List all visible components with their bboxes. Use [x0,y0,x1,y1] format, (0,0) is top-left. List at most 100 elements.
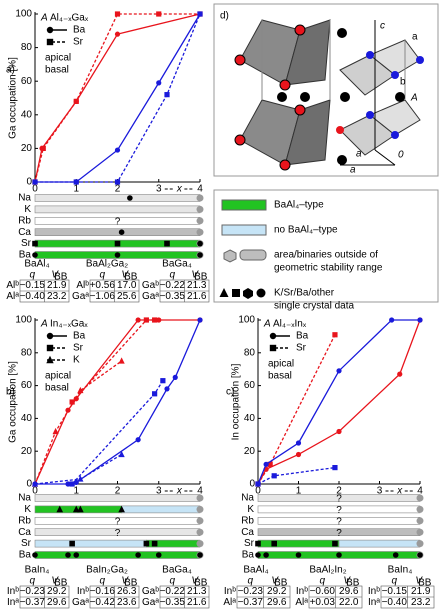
legend-swatch [222,200,266,210]
row-label: Sr [21,238,32,249]
y-tick-label: 80 [21,347,33,358]
y-tick-label: 100 [15,9,32,20]
legend-label: Sr [296,343,307,354]
legend-label: apical [268,359,294,370]
table-row-label: Inᵃ [368,597,380,608]
title-prefix: A [40,13,48,24]
y-tick-label: 60 [244,380,256,391]
legend-label: basal [45,65,69,76]
axis-label: a [412,32,418,43]
legend-label: Ba [73,331,86,342]
row-cap [197,495,204,502]
row-note: ? [115,516,121,527]
table-cell: 21.6 [187,291,207,302]
series-line [258,320,420,484]
table-header: q [247,576,253,587]
table-row-label: Gaᵃ [142,291,159,302]
composition-segment [35,195,200,202]
marker [173,375,178,380]
marker [47,345,53,351]
table-cell: 26.3 [117,586,137,597]
marker [417,317,422,322]
row-cap [197,506,204,513]
legend-text: K/Sr/Ba/other [274,288,335,299]
table-cell: +0.03 [310,597,336,608]
legend-swatch [222,225,266,235]
table-row-label: Alᵇ [76,280,89,291]
x-tick-label: 3 [156,184,162,195]
table-header: q [169,270,175,281]
marker [47,27,53,33]
series-line [35,14,200,182]
legend-label: apical [45,371,71,382]
row-note: ? [115,528,121,539]
y-tick-label: 80 [244,347,256,358]
series-line [35,14,200,182]
row-cap [417,517,424,524]
marker [296,440,301,445]
row-cap [417,495,424,502]
x-tick-label: 4 [197,184,203,195]
atom [295,105,305,115]
marker [197,252,203,258]
marker [144,317,149,322]
marker [32,179,37,184]
composition-segment [122,506,200,513]
atom [395,92,405,102]
row-cap [197,195,204,202]
axis-label: c [380,21,385,32]
table-cell: +0.56 [90,280,116,291]
marker [115,147,120,152]
atom [366,111,374,119]
series-line [258,320,420,484]
marker [115,241,121,247]
table-cell: −1.06 [90,291,116,302]
marker [332,465,337,470]
marker [136,437,141,442]
table-row-label: Inᵇ [296,586,308,597]
marker [197,241,203,247]
marker [263,552,269,558]
marker [164,386,169,391]
table-title: BaAl₂In₂ [309,565,346,576]
legend-label: Sr [73,343,84,354]
legend-label: K [73,355,80,366]
table-row-label: Inᵇ [7,586,19,597]
atom [277,92,287,102]
marker [336,429,341,434]
series-line [35,320,200,484]
row-label: Ca [241,527,254,538]
legend-swatch [240,250,266,260]
marker [296,552,302,558]
series-line [35,14,200,182]
row-cap [197,217,204,224]
title-prefix: A [40,319,48,330]
marker [336,368,341,373]
marker [255,552,261,558]
table-cell: −0.15 [20,280,46,291]
table-cell: −0.60 [310,586,336,597]
table-header: q [29,576,35,587]
marker [270,333,276,339]
x-axis-label: x [176,184,183,195]
legend-icon [224,250,236,262]
table-cell: −0.42 [90,597,116,608]
y-tick-label: 60 [21,380,33,391]
series-line [72,381,163,484]
figure: d) c a b A a a 0 BaAl₄–typeno BaAl₄–type… [0,0,441,613]
marker [164,92,169,97]
atom [366,51,374,59]
table-row-label: Alᵃ [223,597,236,608]
atom [391,71,399,79]
atom [337,28,347,38]
table-header: q [99,270,105,281]
composition-segment [258,540,339,547]
atom [280,160,290,170]
chart-title: In₄₋ₓGaₓ [50,319,88,330]
marker [32,241,38,247]
marker [119,229,125,235]
marker [296,452,301,457]
marker [144,541,150,547]
row-cap [417,529,424,536]
table-header: q [99,576,105,587]
